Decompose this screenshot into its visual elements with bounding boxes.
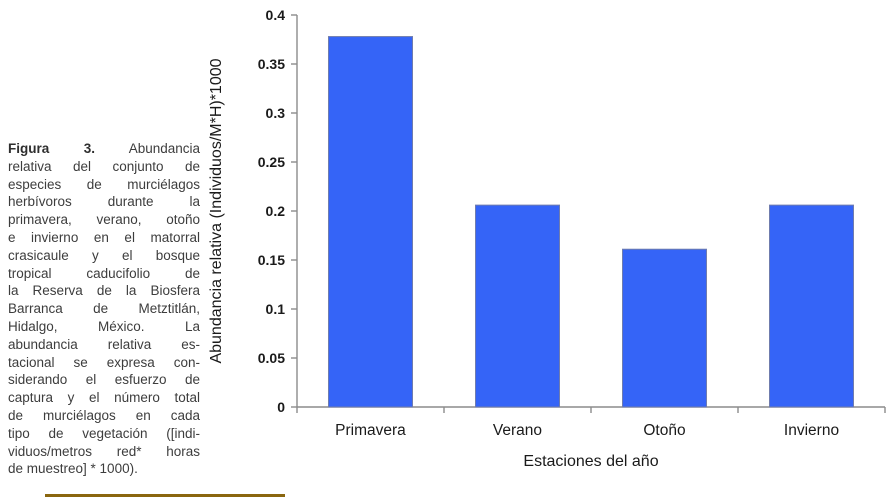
caption-line: Figura 3. Abundancia bbox=[8, 140, 200, 158]
caption-line: primavera, verano, otoño bbox=[8, 212, 200, 228]
bar-primavera bbox=[328, 36, 413, 408]
caption-line: tipo de vegetación ([indi- bbox=[8, 425, 200, 441]
figure-label: Figura 3. bbox=[8, 141, 95, 156]
y-tick-label: 0.1 bbox=[266, 301, 286, 317]
y-tick-label: 0.3 bbox=[266, 105, 286, 121]
x-category-label: Verano bbox=[493, 422, 542, 439]
caption-line: de murciélagos en cada bbox=[8, 407, 200, 423]
caption-line: crasicaule y el bosque bbox=[8, 247, 200, 263]
caption-line: especies de murciélagos bbox=[8, 176, 200, 192]
caption-line: relativa del conjunto de bbox=[8, 158, 200, 174]
caption-line: e invierno en el matorral bbox=[8, 229, 200, 245]
figure-caption: Figura 3. Abundancia relativa del conjun… bbox=[8, 140, 200, 478]
x-category-label: Primavera bbox=[335, 422, 406, 439]
y-tick-label: 0.35 bbox=[258, 56, 285, 72]
y-tick-label: 0 bbox=[277, 399, 285, 415]
bar-otoño bbox=[622, 248, 707, 408]
caption-line: siderando el esfuerzo de bbox=[8, 372, 200, 388]
bar-verano bbox=[475, 204, 560, 408]
y-tick-label: 0.2 bbox=[266, 203, 286, 219]
caption-text: Abundancia bbox=[128, 141, 200, 156]
caption-line: viduos/metros red* horas bbox=[8, 443, 200, 459]
y-tick-label: 0.25 bbox=[258, 154, 285, 170]
caption-line: Barranca de Metztitlán, bbox=[8, 301, 200, 317]
caption-line: de muestreo] * 1000). bbox=[8, 461, 138, 477]
y-tick-label: 0.4 bbox=[266, 7, 286, 23]
bar-invierno bbox=[769, 204, 854, 408]
caption-line: captura y el número total bbox=[8, 390, 200, 406]
y-tick-label: 0.05 bbox=[258, 350, 285, 366]
x-category-label: Invierno bbox=[784, 422, 839, 439]
x-axis-title: Estaciones del año bbox=[523, 453, 658, 470]
caption-line: tacional se expresa con- bbox=[8, 354, 200, 370]
caption-line: la Reserva de la Biosfera bbox=[8, 283, 200, 299]
caption-line: herbívoros durante la bbox=[8, 194, 200, 210]
y-axis-title: Abundancia relativa (Individuos/M*H)*100… bbox=[208, 58, 225, 363]
caption-underline bbox=[45, 494, 285, 497]
x-category-label: Otoño bbox=[643, 422, 685, 439]
y-tick-label: 0.15 bbox=[258, 252, 285, 268]
caption-line: tropical caducifolio de bbox=[8, 265, 200, 281]
caption-line: abundancia relativa es- bbox=[8, 336, 200, 352]
caption-line: Hidalgo, México. La bbox=[8, 318, 200, 334]
